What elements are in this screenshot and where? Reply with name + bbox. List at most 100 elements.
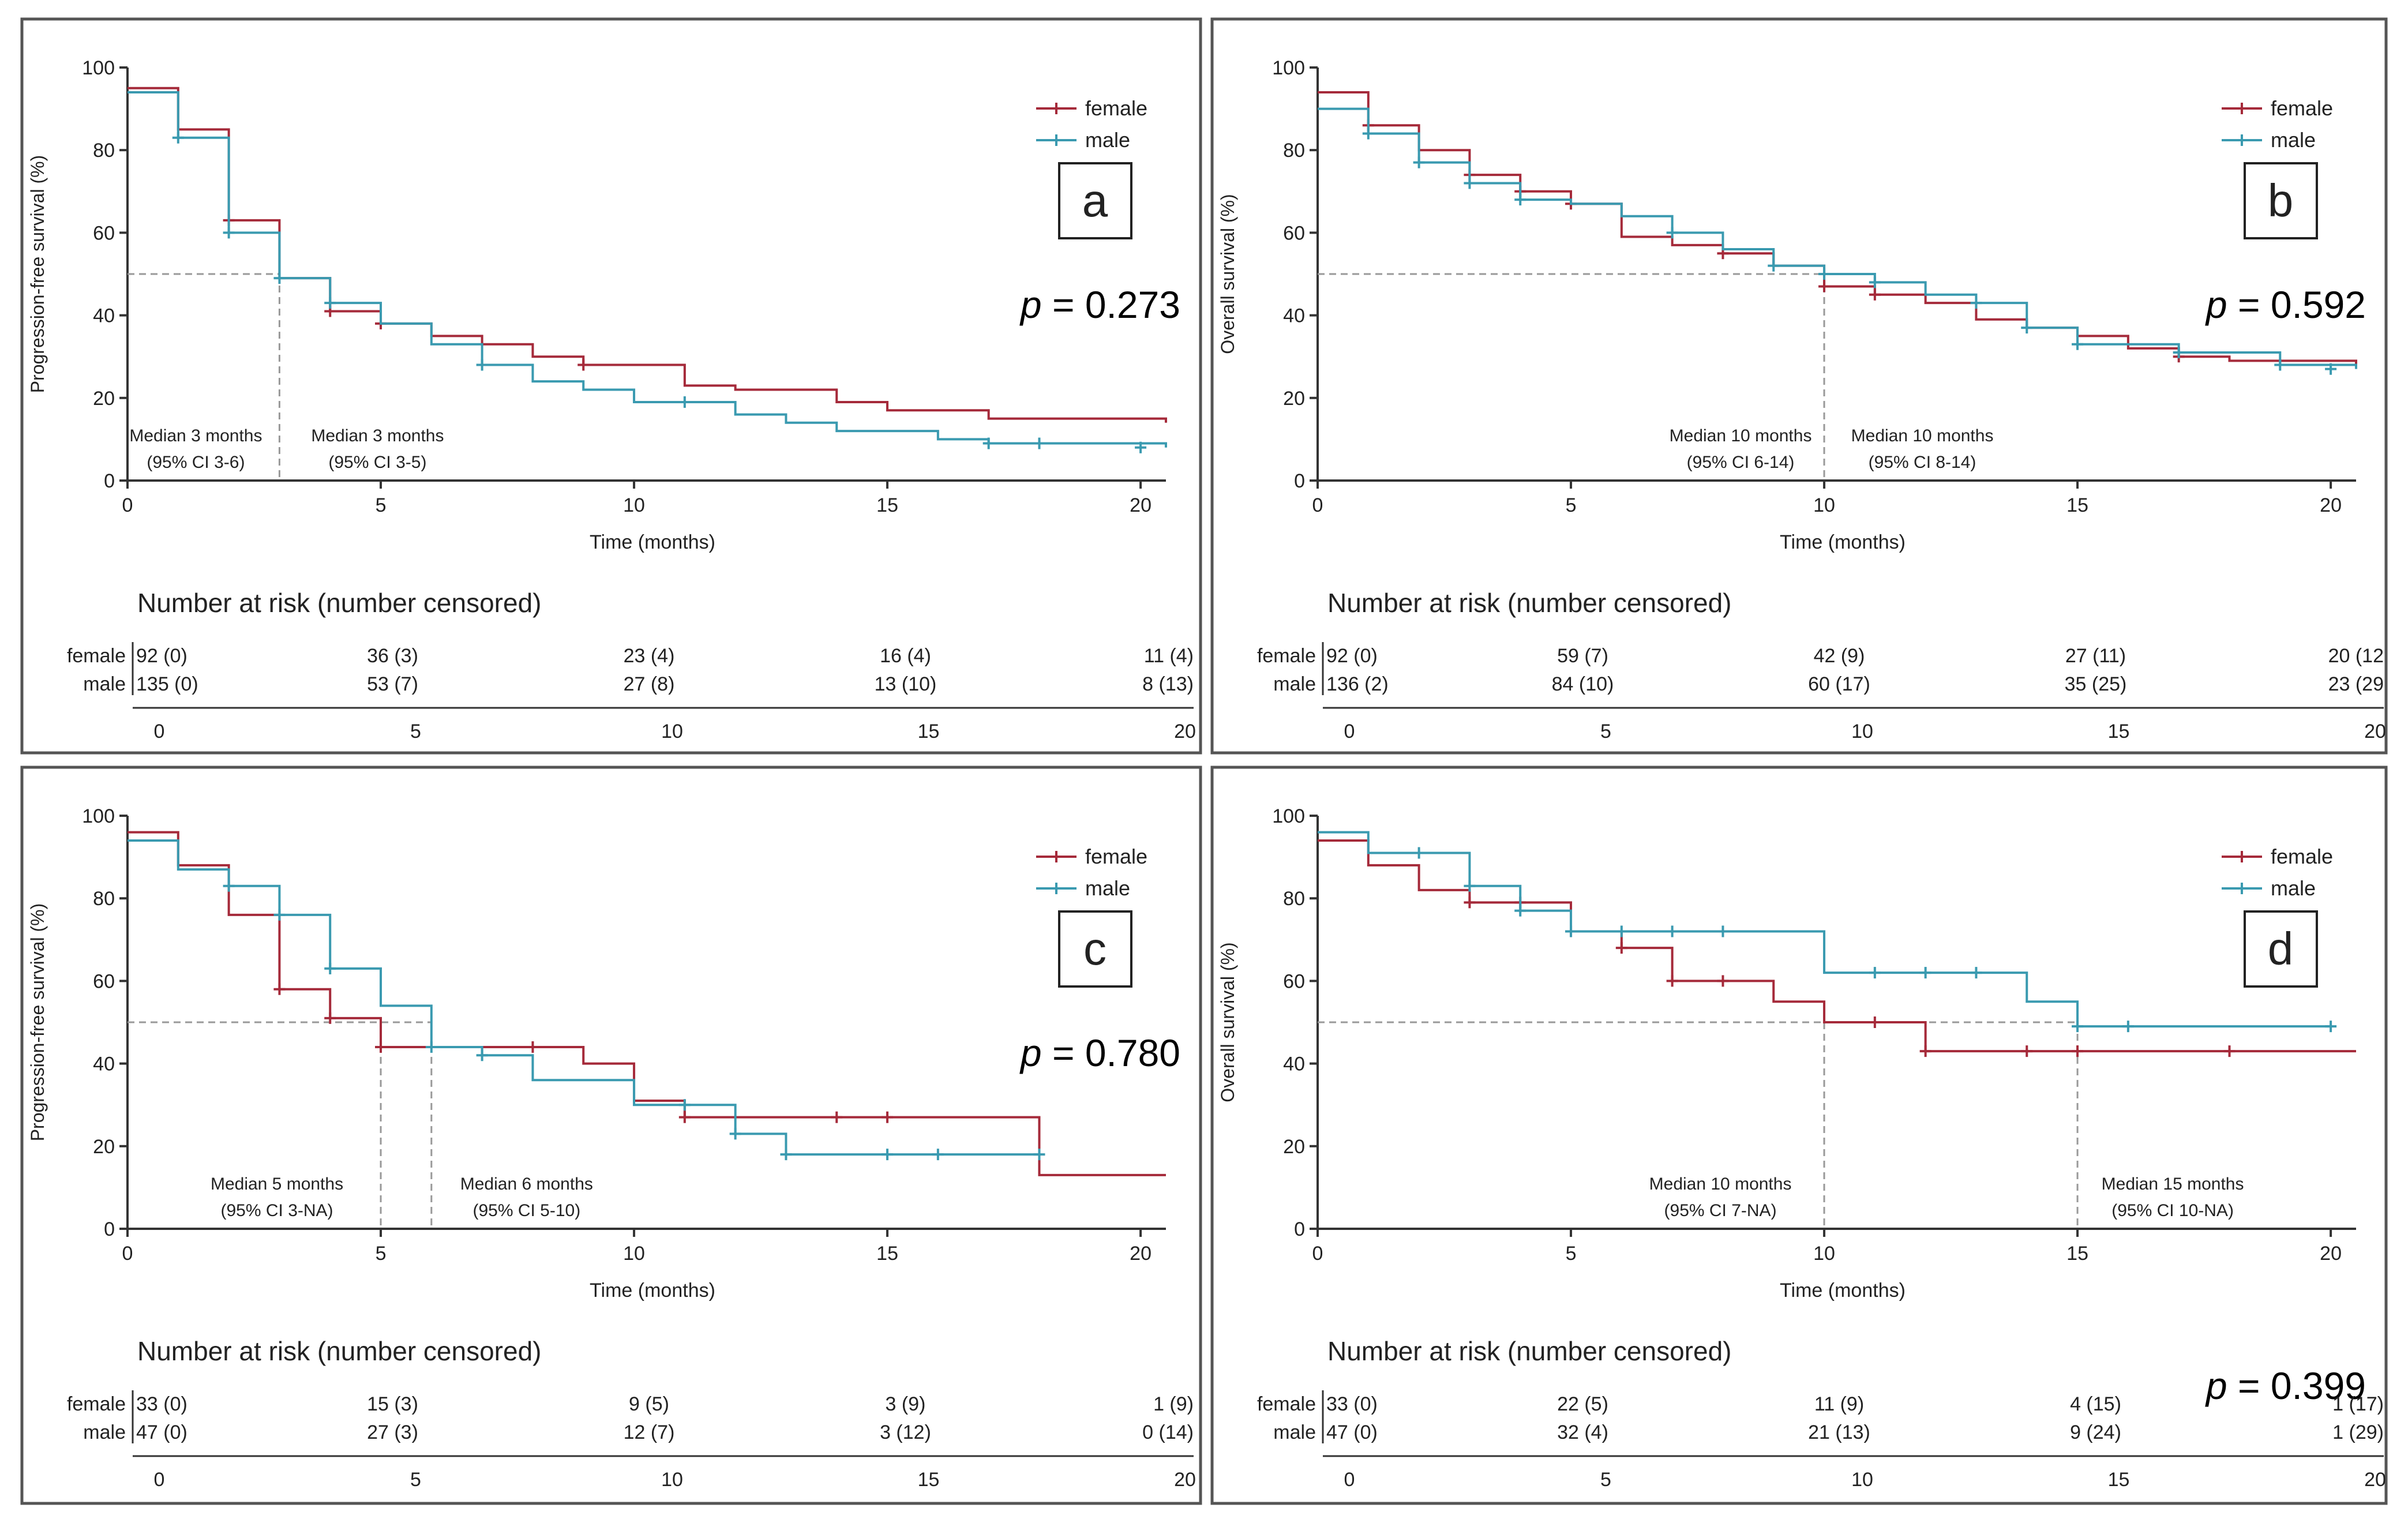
median-label-female: Median 10 months: [1649, 1175, 1792, 1194]
risk-male-cell: 23 (29: [2328, 673, 2384, 695]
p-value-number: = 0.592: [2227, 283, 2366, 326]
risk-female-cell: 33 (0): [1326, 1393, 1378, 1415]
x-tick-label: 20: [2320, 494, 2342, 516]
x-tick-label: 0: [122, 494, 133, 516]
x-axis-label: Time (months): [1780, 531, 1906, 553]
risk-female-cell: 11 (9): [1814, 1393, 1864, 1415]
y-tick-label: 0: [1294, 470, 1305, 492]
x-tick-label: 10: [1813, 1243, 1835, 1265]
risk-female-cell: 1 (9): [1153, 1393, 1194, 1415]
risk-x-tick-label: 0: [154, 1469, 165, 1491]
p-value: p = 0.399: [2205, 1364, 2366, 1407]
y-tick-label: 100: [82, 57, 115, 79]
risk-table-title: Number at risk (number censored): [1327, 1336, 1731, 1366]
median-label-male: Median 10 months: [1851, 426, 1994, 445]
median-ci-male: (95% CI 5-10): [472, 1201, 580, 1220]
y-tick-label: 60: [1283, 222, 1305, 244]
legend-label-male: male: [1085, 876, 1130, 900]
panel-letter-box: [1058, 910, 1132, 988]
risk-male-cell: 12 (7): [624, 1421, 675, 1443]
panel-letter: b: [2268, 175, 2294, 226]
median-label-male: Median 3 months: [311, 426, 444, 445]
y-tick-label: 60: [93, 222, 115, 244]
y-tick-label: 100: [1272, 57, 1305, 79]
risk-male-cell: 136 (2): [1326, 673, 1389, 695]
x-tick-label: 10: [623, 494, 645, 516]
risk-x-tick-label: 15: [918, 1469, 940, 1491]
risk-male-cell: 32 (4): [1557, 1421, 1608, 1443]
risk-male-cell: 21 (13): [1808, 1421, 1870, 1443]
y-tick-label: 20: [1283, 388, 1305, 410]
risk-x-tick-label: 10: [661, 721, 683, 742]
risk-label-female: female: [67, 645, 126, 667]
km-curve-male: [127, 91, 1167, 448]
y-tick-label: 0: [104, 1218, 115, 1240]
risk-x-tick-label: 10: [661, 1469, 683, 1491]
km-curve-female: [1318, 91, 2357, 365]
panel-frame: [20, 766, 1202, 1505]
panel-frame: [1210, 766, 2388, 1505]
y-tick-label: 40: [1283, 1053, 1305, 1075]
risk-label-female: female: [67, 1393, 126, 1415]
risk-female-cell: 23 (4): [624, 645, 675, 667]
p-value-symbol: p: [1019, 1031, 1042, 1074]
risk-male-cell: 8 (13): [1142, 673, 1194, 695]
risk-female-cell: 27 (11): [2065, 645, 2126, 667]
risk-female-cell: 16 (4): [880, 645, 931, 667]
p-value-number: = 0.273: [1042, 283, 1180, 326]
median-label-female: Median 3 months: [129, 426, 262, 445]
median-ci-male: (95% CI 3-5): [328, 453, 426, 472]
x-tick-label: 15: [2066, 1243, 2088, 1265]
y-tick-label: 20: [93, 388, 115, 410]
median-label-female: Median 10 months: [1670, 426, 1812, 445]
y-tick-label: 0: [104, 470, 115, 492]
x-axis-label: Time (months): [590, 1280, 715, 1301]
risk-x-tick-label: 0: [154, 721, 165, 742]
risk-female-cell: 1 (17): [2332, 1393, 2384, 1415]
risk-x-tick-label: 10: [1851, 721, 1873, 742]
y-tick-label: 60: [93, 970, 115, 992]
y-tick-label: 80: [1283, 140, 1305, 162]
risk-table-title: Number at risk (number censored): [1327, 588, 1731, 618]
y-axis-label: Progression-free survival (%): [27, 903, 48, 1142]
x-tick-label: 5: [376, 1243, 387, 1265]
km-curve-male: [127, 839, 1040, 1156]
p-value: p = 0.780: [1019, 1031, 1180, 1074]
risk-female-cell: 11 (4): [1144, 645, 1194, 667]
risk-female-cell: 9 (5): [629, 1393, 669, 1415]
risk-x-tick-label: 10: [1851, 1469, 1873, 1491]
legend-label-male: male: [2271, 876, 2316, 900]
risk-male-cell: 9 (24): [2070, 1421, 2121, 1443]
risk-x-tick-label: 15: [2108, 721, 2130, 742]
risk-male-cell: 47 (0): [136, 1421, 187, 1443]
risk-male-cell: 13 (10): [875, 673, 937, 695]
risk-x-tick-label: 15: [918, 721, 940, 742]
y-tick-label: 80: [93, 888, 115, 910]
risk-male-cell: 84 (10): [1552, 673, 1614, 695]
risk-female-cell: 92 (0): [1326, 645, 1378, 667]
risk-label-female: female: [1257, 645, 1316, 667]
x-tick-label: 0: [1312, 494, 1323, 516]
y-tick-label: 80: [1283, 888, 1305, 910]
panel-frame: [1210, 17, 2388, 755]
x-tick-label: 10: [623, 1243, 645, 1265]
risk-male-cell: 53 (7): [367, 673, 418, 695]
x-tick-label: 20: [1130, 494, 1152, 516]
x-tick-label: 20: [2320, 1243, 2342, 1265]
x-tick-label: 5: [1566, 1243, 1577, 1265]
risk-female-cell: 3 (9): [886, 1393, 926, 1415]
p-value-number: = 0.780: [1042, 1031, 1180, 1074]
x-axis-label: Time (months): [590, 531, 715, 553]
legend-label-female: female: [2271, 845, 2333, 868]
p-value: p = 0.592: [2205, 283, 2366, 326]
legend-label-female: female: [1085, 96, 1147, 120]
risk-male-cell: 60 (17): [1808, 673, 1870, 695]
median-label-female: Median 5 months: [211, 1175, 343, 1194]
risk-x-tick-label: 20: [1174, 1469, 1196, 1491]
risk-label-male: male: [83, 673, 126, 695]
x-tick-label: 15: [876, 1243, 898, 1265]
panel-letter-box: [2244, 910, 2318, 988]
x-tick-label: 0: [1312, 1243, 1323, 1265]
legend-label-male: male: [2271, 128, 2316, 152]
